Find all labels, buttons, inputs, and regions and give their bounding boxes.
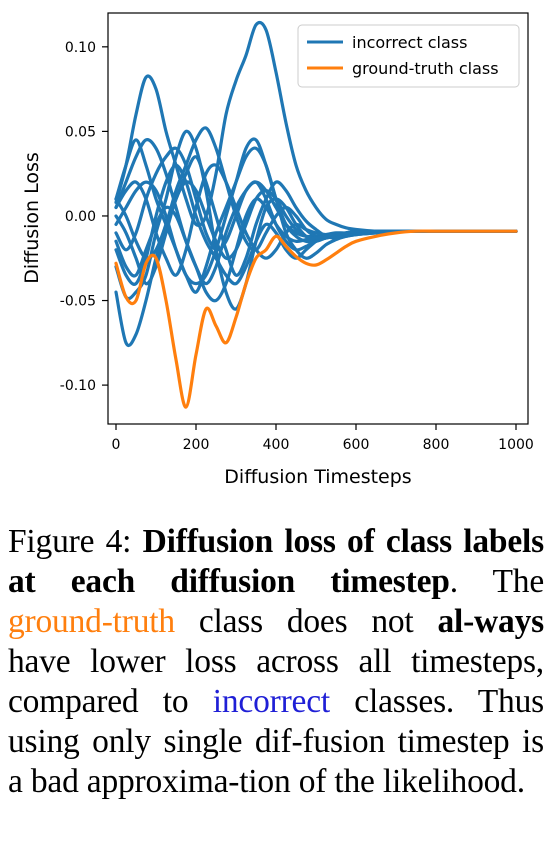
caption-title: Diffusion loss of class labels at each d…	[8, 523, 544, 600]
caption-text-2: class does not	[198, 603, 414, 640]
legend-label-ground-truth: ground-truth class	[352, 59, 499, 78]
legend: incorrect class ground-truth class	[297, 24, 520, 88]
caption-text-3: have lower loss across all timesteps, co…	[8, 643, 544, 720]
incorrect-class-line-9	[114, 163, 518, 277]
caption-period: .	[449, 563, 458, 600]
x-tick-label: 600	[343, 437, 370, 453]
x-tick-label: 800	[423, 437, 450, 453]
x-tick-label: 0	[112, 437, 121, 453]
ground-truth-class-line	[114, 229, 518, 409]
y-tick-label: 0.05	[65, 124, 96, 140]
caption-prefix: Figure 4:	[8, 523, 132, 560]
x-tick-label: 1000	[498, 437, 534, 453]
chart-lines	[114, 20, 518, 409]
axis-ticks: 0 200 400 600 800 1000 0.10 0.05 0.00 -0.05 -0.10	[60, 40, 534, 453]
y-tick-label: -0.10	[60, 378, 96, 394]
legend-label-incorrect: incorrect class	[352, 33, 467, 52]
y-tick-label: -0.05	[60, 294, 96, 310]
loss-chart: 0 200 400 600 800 10000.100.050.00-0.05-0.10 …	[21, 12, 534, 488]
y-tick-label: 0.10	[65, 40, 96, 56]
caption-text-4: classes. Thus using only single dif-fusi…	[8, 683, 544, 800]
figure-caption: Figure 4: Diffusion loss of class labels…	[8, 522, 544, 802]
caption-ground-truth-word: ground-truth	[8, 603, 175, 640]
caption-text-1: The	[492, 563, 545, 600]
y-tick-label: 0.00	[65, 209, 96, 225]
plot-frame	[107, 12, 529, 425]
x-axis-label: Diffusion Timesteps	[224, 466, 411, 488]
legend-box	[297, 24, 520, 88]
incorrect-class-line-3	[114, 129, 518, 311]
caption-bold-always: al-ways	[437, 603, 544, 640]
x-tick-label: 200	[183, 437, 210, 453]
y-axis-label: Diffusion Loss	[21, 152, 43, 284]
caption-incorrect-word: incorrect	[212, 683, 330, 720]
x-tick-label: 400	[263, 437, 290, 453]
